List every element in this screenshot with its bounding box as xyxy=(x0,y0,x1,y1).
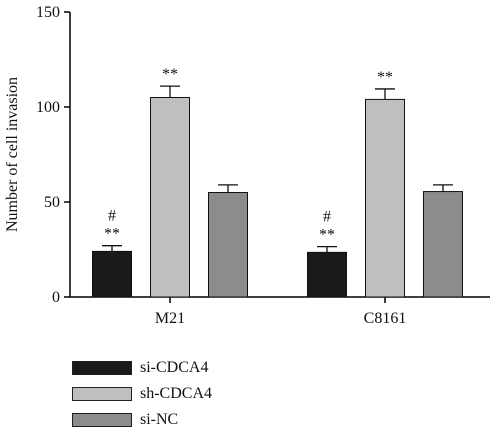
legend-swatch-sh-cdca4 xyxy=(72,387,132,401)
significance-marker: # xyxy=(108,208,116,225)
bar xyxy=(208,192,248,298)
legend-label-si-nc: si-NC xyxy=(140,411,179,428)
bar xyxy=(92,250,132,298)
significance-marker: ** xyxy=(162,66,178,83)
legend-item-si-nc: si-NC xyxy=(72,407,212,433)
legend-swatch-si-nc xyxy=(72,413,132,427)
bar xyxy=(307,251,347,298)
legend-label-si-cdca4: si-CDCA4 xyxy=(140,359,209,376)
significance-marker: ** xyxy=(104,226,120,243)
legend-item-sh-cdca4: sh-CDCA4 xyxy=(72,381,212,407)
legend: si-CDCA4 sh-CDCA4 si-NC xyxy=(72,355,212,433)
bar xyxy=(150,97,190,298)
legend-swatch-si-cdca4 xyxy=(72,361,132,375)
y-tick-label: 100 xyxy=(36,99,60,116)
y-tick-label: 0 xyxy=(52,289,60,306)
y-axis-title: Number of cell invasion xyxy=(4,77,21,232)
x-tick-label: M21 xyxy=(155,310,185,327)
legend-label-sh-cdca4: sh-CDCA4 xyxy=(140,385,213,402)
significance-marker: # xyxy=(323,209,331,226)
y-tick-label: 150 xyxy=(36,4,60,21)
bar xyxy=(365,98,405,298)
bar xyxy=(423,191,463,298)
significance-marker: ** xyxy=(319,227,335,244)
significance-marker: ** xyxy=(377,69,393,86)
x-tick-label: C8161 xyxy=(364,310,407,327)
legend-item-si-cdca4: si-CDCA4 xyxy=(72,355,212,381)
y-tick-label: 50 xyxy=(44,194,60,211)
